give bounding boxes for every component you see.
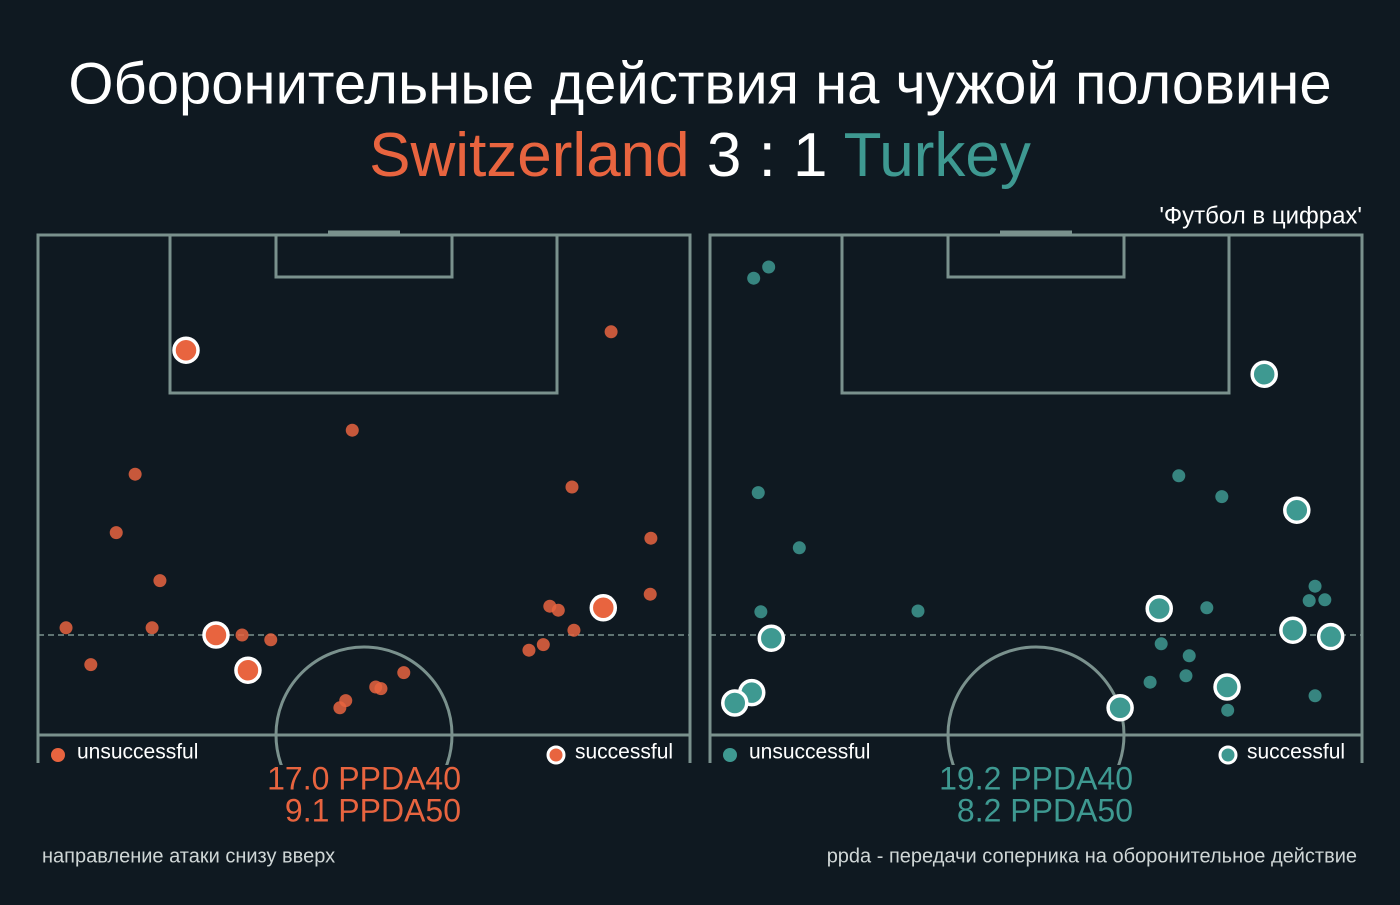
unsuccessful-point xyxy=(565,480,579,494)
unsuccessful-point xyxy=(751,486,765,500)
six-yard-box xyxy=(946,235,1126,279)
successful-point xyxy=(1283,496,1311,524)
unsuccessful-point xyxy=(333,701,347,715)
unsuccessful-point xyxy=(792,541,806,555)
unsuccessful-point xyxy=(128,467,142,481)
successful-point xyxy=(1213,673,1241,701)
ppda-label: 9.1 PPDA50 xyxy=(285,792,461,828)
unsuccessful-point xyxy=(1143,675,1157,689)
successful-point xyxy=(1250,360,1278,388)
unsuccessful-point xyxy=(1302,594,1316,608)
ppda-label: 8.2 PPDA50 xyxy=(957,792,1133,828)
unsuccessful-point xyxy=(84,658,98,672)
unsuccessful-point xyxy=(911,604,925,618)
unsuccessful-point xyxy=(59,621,73,635)
unsuccessful-point xyxy=(397,666,411,680)
unsuccessful-point xyxy=(644,531,658,545)
footnote: направление атаки снизу вверх xyxy=(42,845,335,867)
unsuccessful-point xyxy=(1308,689,1322,703)
unsuccessful-point xyxy=(604,325,618,339)
unsuccessful-point xyxy=(1182,649,1196,663)
successful-point xyxy=(202,621,230,649)
unsuccessful-point xyxy=(145,621,159,635)
unsuccessful-point xyxy=(1221,703,1235,717)
successful-point xyxy=(234,656,262,684)
legend-label: successful xyxy=(1247,741,1345,764)
successful-point xyxy=(1316,622,1345,651)
penalty-box xyxy=(840,235,1231,395)
unsuccessful-point xyxy=(1318,593,1332,607)
unsuccessful-point xyxy=(264,633,278,647)
pitch xyxy=(36,230,692,765)
unsuccessful-point xyxy=(1200,601,1214,615)
unsuccessful-point xyxy=(1308,579,1322,593)
successful-point xyxy=(589,594,618,622)
unsuccessful-point xyxy=(1179,669,1193,683)
ppda-label: 17.0 PPDA40 xyxy=(267,760,461,796)
pitch-outline xyxy=(36,233,692,763)
unsuccessful-point xyxy=(536,638,550,652)
source: 'Футбол в цифрах' xyxy=(1159,202,1362,229)
unsuccessful-point xyxy=(345,423,359,437)
home-team: Switzerland xyxy=(369,121,689,190)
successful-point xyxy=(172,336,200,364)
unsuccessful-point xyxy=(374,682,388,696)
penalty-box xyxy=(168,235,559,395)
away-team: Turkey xyxy=(844,121,1031,190)
center-circle xyxy=(946,645,1126,765)
successful-point xyxy=(1279,616,1307,644)
successful-point xyxy=(1106,694,1134,722)
legend-label: successful xyxy=(575,741,673,764)
six-yard-box xyxy=(274,235,454,279)
unsuccessful-point xyxy=(235,628,249,642)
unsuccessful-point xyxy=(567,623,581,637)
score: 3 : 1 xyxy=(707,121,828,190)
pitch xyxy=(708,230,1364,765)
unsuccessful-point xyxy=(522,643,536,657)
legend-label: unsuccessful xyxy=(77,741,198,764)
legend-label: unsuccessful xyxy=(749,741,870,764)
subtitle: Switzerland 3 : 1 Turkey xyxy=(369,121,1031,190)
ppda-label: 19.2 PPDA40 xyxy=(939,760,1133,796)
legend-marker xyxy=(51,748,65,762)
unsuccessful-point xyxy=(153,574,167,588)
unsuccessful-point xyxy=(109,526,123,540)
unsuccessful-point xyxy=(754,605,768,619)
unsuccessful-point xyxy=(1172,469,1186,483)
pitch-outline xyxy=(708,233,1364,763)
unsuccessful-point xyxy=(643,587,657,601)
successful-point xyxy=(721,689,749,717)
unsuccessful-point xyxy=(1154,637,1168,651)
successful-point xyxy=(757,624,786,652)
successful-point xyxy=(1145,594,1173,623)
unsuccessful-point xyxy=(551,603,565,617)
unsuccessful-point xyxy=(762,260,776,274)
legend-marker xyxy=(546,745,566,765)
legend-marker xyxy=(1218,745,1238,765)
unsuccessful-point xyxy=(1215,490,1229,504)
unsuccessful-point xyxy=(747,271,761,285)
title: Оборонительные действия на чужой половин… xyxy=(68,51,1331,116)
legend-marker xyxy=(723,748,737,762)
center-circle xyxy=(274,645,454,765)
footnote: ppda - передачи соперника на оборонитель… xyxy=(827,845,1357,867)
